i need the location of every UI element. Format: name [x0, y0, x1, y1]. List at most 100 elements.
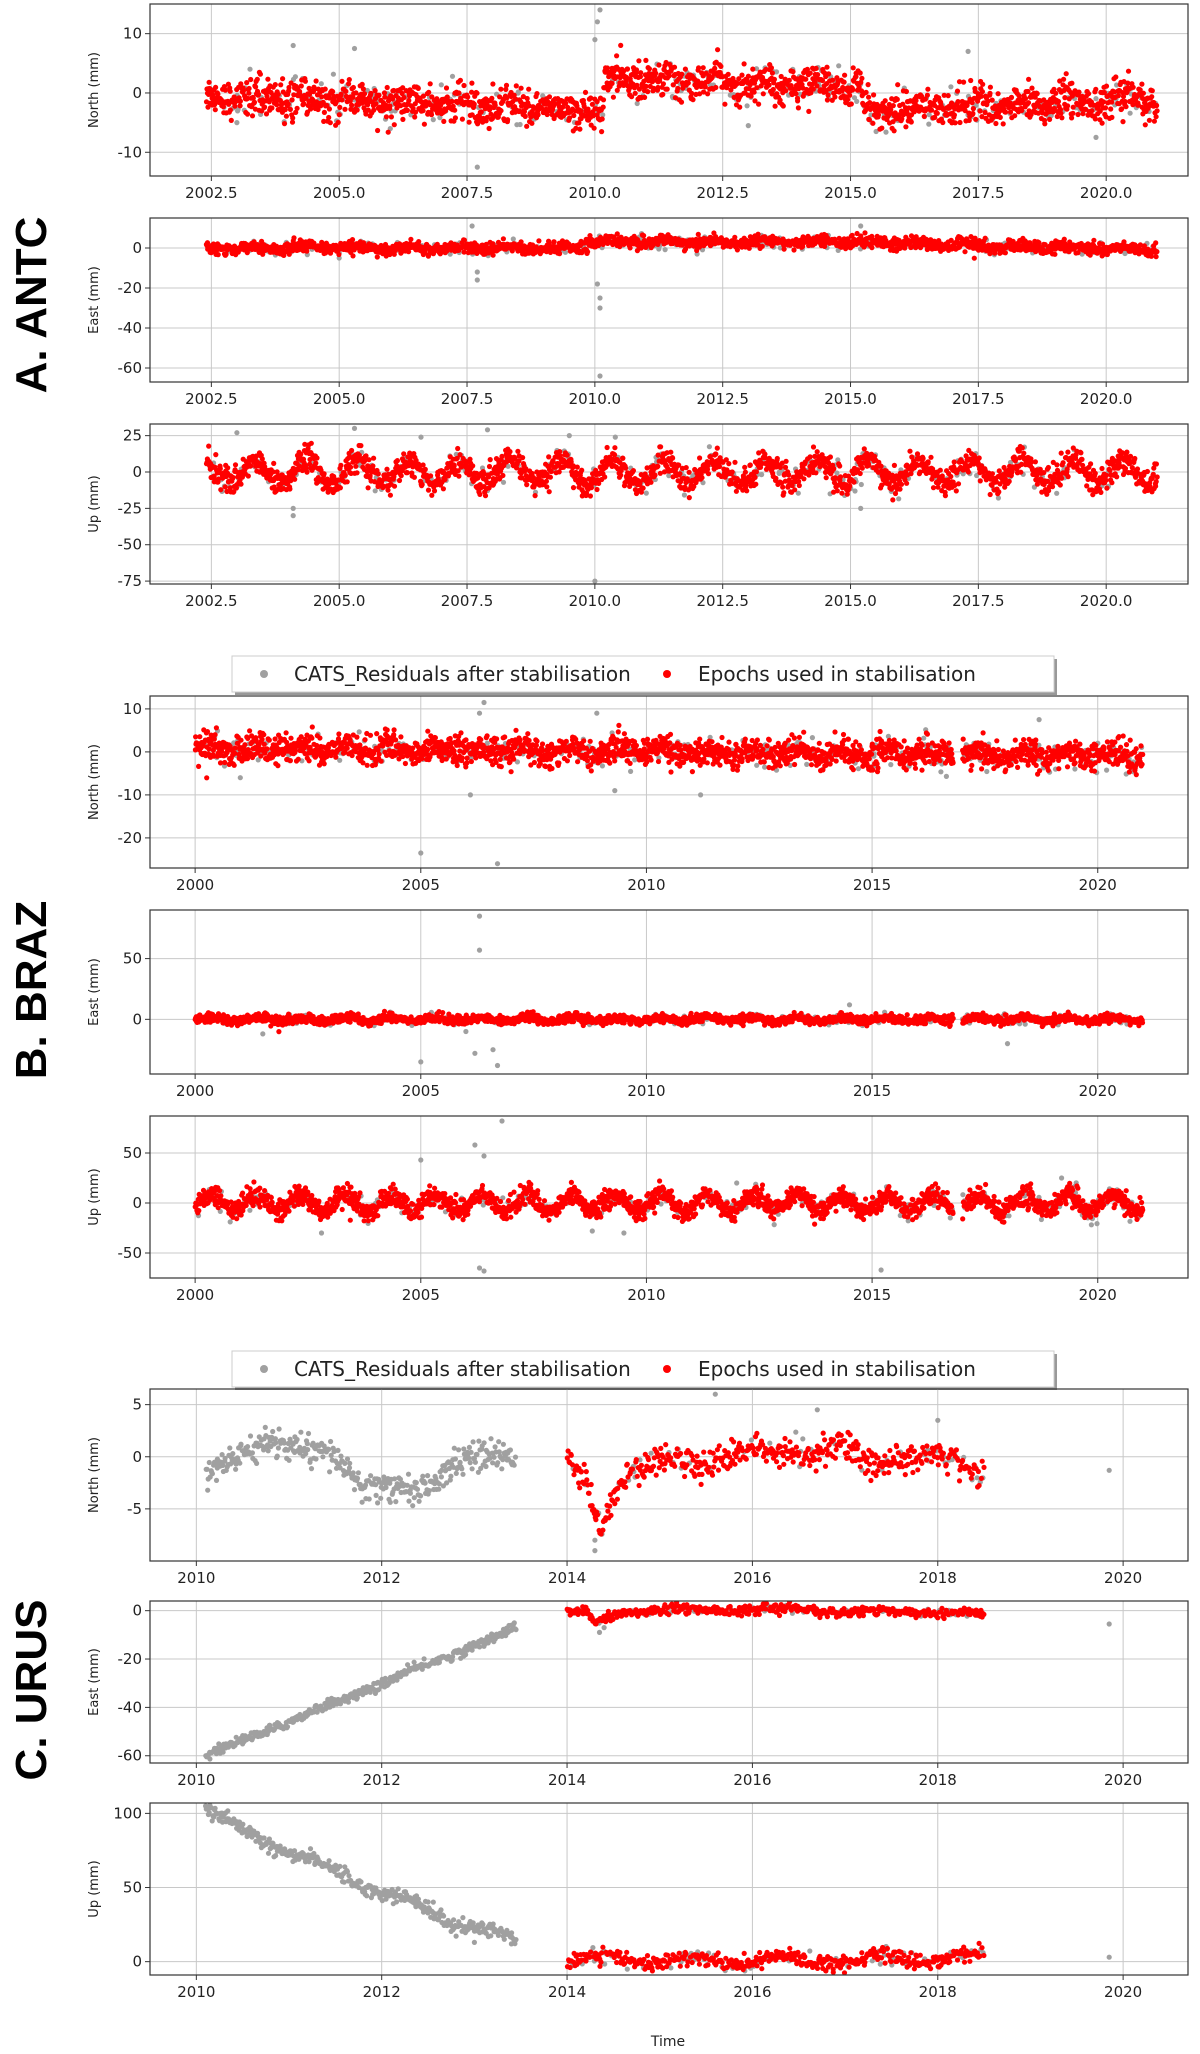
epoch-point — [289, 97, 295, 103]
residual-point — [469, 223, 475, 229]
epoch-point — [824, 64, 830, 70]
epoch-point — [829, 77, 836, 83]
y-tick-label: 0 — [132, 239, 142, 257]
epoch-point — [489, 95, 495, 101]
epoch-point — [283, 113, 289, 119]
epoch-point — [321, 109, 327, 115]
epoch-point — [614, 53, 620, 59]
epoch-point — [1070, 104, 1076, 110]
residual-point — [474, 269, 480, 275]
epoch-point — [336, 112, 342, 118]
y-tick-label: -10 — [118, 143, 143, 161]
epoch-point — [1055, 98, 1061, 104]
epoch-point — [263, 111, 270, 117]
epoch-point — [1025, 88, 1031, 95]
epoch-point — [1069, 80, 1075, 86]
epoch-point — [869, 245, 875, 251]
epoch-point — [591, 125, 597, 131]
epoch-point — [337, 104, 343, 110]
epoch-point — [240, 88, 246, 94]
epoch-point — [825, 92, 831, 98]
epoch-point — [666, 73, 672, 79]
epoch-point — [746, 245, 752, 251]
epoch-point — [1061, 236, 1067, 242]
epoch-point — [212, 107, 218, 113]
epoch-point — [1061, 76, 1067, 82]
epoch-point — [440, 486, 446, 492]
epoch-point — [420, 462, 426, 468]
epoch-point — [231, 489, 237, 495]
epoch-point — [518, 239, 524, 245]
epoch-point — [1109, 114, 1115, 120]
epoch-point — [712, 65, 718, 71]
x-tick-label: 2002.5 — [185, 184, 238, 202]
x-tick-label: 2007.5 — [441, 184, 494, 202]
epoch-point — [786, 77, 792, 83]
epoch-point — [368, 90, 374, 96]
residual-point — [515, 89, 521, 95]
epoch-point — [387, 103, 393, 109]
epoch-point — [614, 231, 620, 237]
panel-north: 2002.5 2005.0 2007.5 2010.0 2012.5 2015.0 2017… — [87, 3, 1189, 202]
epoch-point — [781, 246, 787, 252]
epoch-point — [705, 91, 711, 97]
epoch-point — [1091, 237, 1097, 243]
epoch-point — [741, 61, 747, 67]
epoch-point — [374, 254, 380, 260]
panel-up: 2002.5 2005.0 2007.5 2010.0 2012.5 2015.0 2017… — [87, 423, 1189, 610]
residual-point — [795, 490, 801, 496]
epoch-point — [257, 71, 263, 77]
epoch-point — [678, 99, 685, 105]
y-tick-label: 0 — [132, 463, 142, 481]
epoch-point — [696, 65, 702, 71]
epoch-point — [589, 101, 596, 107]
epoch-point — [327, 120, 333, 126]
epoch-point — [1000, 121, 1006, 127]
epoch-point — [1065, 103, 1071, 109]
epoch-point — [227, 107, 233, 113]
epoch-point — [715, 47, 721, 53]
epoch-point — [324, 102, 330, 108]
epoch-point — [769, 91, 775, 97]
x-tick-label: 2017.5 — [952, 390, 1005, 408]
epoch-point — [353, 90, 359, 96]
epoch-point — [582, 89, 589, 95]
epoch-point — [232, 462, 239, 468]
epoch-point — [394, 458, 400, 464]
epoch-point — [841, 79, 847, 85]
epoch-point — [297, 93, 304, 99]
epoch-point — [599, 116, 605, 122]
epoch-point — [1057, 78, 1063, 84]
epoch-point — [795, 105, 802, 111]
epoch-point — [307, 456, 313, 463]
epoch-point — [913, 98, 919, 104]
residual-point — [995, 495, 1002, 501]
epoch-point — [213, 452, 219, 458]
epoch-point — [391, 122, 397, 128]
epoch-point — [551, 239, 557, 245]
epoch-point — [274, 469, 280, 475]
epoch-point — [928, 107, 935, 113]
epoch-point — [682, 66, 689, 72]
epoch-point — [471, 101, 477, 107]
epoch-point — [1063, 71, 1069, 77]
epoch-point — [649, 79, 656, 85]
residual-point — [662, 247, 668, 253]
epoch-point — [766, 82, 772, 88]
epoch-point — [375, 127, 381, 134]
epoch-point — [456, 473, 462, 479]
epoch-point — [924, 92, 931, 98]
epoch-point — [315, 479, 321, 485]
epoch-point — [461, 82, 467, 89]
epoch-point — [590, 112, 597, 118]
epoch-point — [449, 98, 455, 104]
epoch-point — [343, 88, 349, 94]
residual-point — [858, 481, 864, 488]
residual-point — [834, 470, 840, 476]
epoch-point — [455, 445, 461, 452]
y-tick-label: 0 — [132, 84, 142, 102]
epoch-point — [737, 104, 743, 110]
residual-point — [510, 236, 516, 242]
epoch-point — [803, 76, 809, 82]
epoch-point — [391, 483, 398, 489]
